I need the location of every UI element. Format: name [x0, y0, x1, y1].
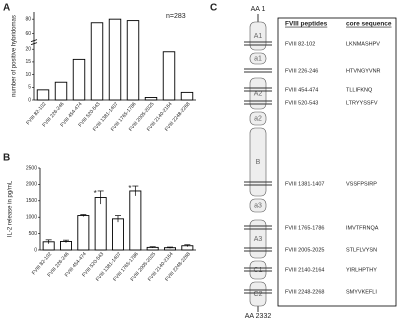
annotation: *: [128, 184, 131, 193]
domain-label: a1: [254, 55, 262, 62]
panel-label: B: [3, 153, 10, 164]
core-sequence: IMVTFRNQA: [346, 225, 379, 231]
y-tick-label: 5: [28, 85, 31, 91]
table-header: core sequence: [346, 21, 392, 28]
bar: [144, 97, 158, 101]
y-tick-label: 2500: [26, 165, 37, 171]
peptide: FVIII 226-246: [285, 68, 318, 74]
bar: [112, 218, 124, 251]
domain-label: a3: [254, 202, 262, 209]
bar: [36, 89, 50, 101]
bar: [54, 81, 68, 101]
bar: [72, 58, 86, 101]
domain: [249, 127, 267, 197]
y-axis-label: IL-2 release in pg/mL: [8, 180, 14, 237]
domain-label: a2: [254, 115, 262, 122]
end-label: AA 2332: [245, 313, 272, 320]
peptide: FVIII 82-102: [285, 41, 315, 47]
domain: [249, 111, 267, 126]
table-header: FVIII peptides: [285, 21, 328, 28]
panel-label: C: [210, 3, 217, 14]
core-sequence: STLFLVYSN: [346, 247, 377, 253]
core-sequence: TLLIFKNQ: [346, 87, 373, 93]
y-tick-label: 1000: [26, 215, 37, 221]
domain-label: B: [256, 159, 261, 166]
bar: [108, 18, 122, 101]
domain: [249, 260, 267, 280]
bar: [180, 91, 194, 101]
domain: [249, 281, 267, 307]
y-axis-label: number of positive hybridomas: [12, 15, 18, 97]
start-label: AA 1: [251, 6, 266, 13]
table-box: [277, 17, 397, 307]
core-sequence: LTRYYSSFV: [346, 100, 378, 106]
peptide: FVIII 1381-1407: [285, 181, 324, 187]
peptide: FVIII 520-543: [285, 100, 318, 106]
y-tick-label: 80: [25, 16, 31, 22]
core-sequence: VSSFPSIRP: [346, 181, 377, 187]
panel-label: A: [3, 3, 10, 14]
peptide: FVIII 2005-2025: [285, 247, 324, 253]
y-tick-label: 15: [25, 59, 31, 65]
domain-label: C2: [254, 291, 263, 298]
bar: [126, 20, 140, 101]
domain: [249, 198, 267, 213]
core-sequence: HTVNGYVNR: [346, 68, 381, 74]
y-tick-label: 1500: [26, 198, 37, 204]
core-sequence: SMYVKEFLI: [346, 289, 377, 295]
domain-label: C1: [254, 267, 263, 274]
bar: [94, 197, 107, 251]
annotation: n=283: [166, 13, 186, 20]
bar: [129, 190, 142, 251]
bar: [90, 22, 104, 101]
peptide: FVIII 2140-2164: [285, 267, 324, 273]
domain: [249, 52, 267, 65]
y-tick-label: 0: [28, 97, 31, 103]
peptide: FVIII 1765-1786: [285, 225, 324, 231]
domain-label: A3: [254, 236, 263, 243]
domain: [249, 21, 267, 51]
domain-label: A1: [254, 33, 263, 40]
peptide: FVIII 454-474: [285, 87, 318, 93]
y-tick-label: 0: [34, 247, 37, 253]
bar: [77, 215, 90, 251]
domain-label: A2: [254, 90, 263, 97]
y-tick-label: 10: [25, 72, 31, 78]
annotation: *: [94, 189, 97, 198]
y-tick-label: 60: [25, 31, 31, 37]
bar: [162, 51, 176, 101]
y-tick-label: 20: [25, 47, 31, 53]
core-sequence: YIRLHPTHY: [346, 267, 377, 273]
y-tick-label: 2000: [26, 182, 37, 188]
y-tick-label: 500: [29, 231, 38, 237]
core-sequence: LKNMASHPV: [346, 41, 380, 47]
peptide: FVIII 2248-2268: [285, 289, 324, 295]
